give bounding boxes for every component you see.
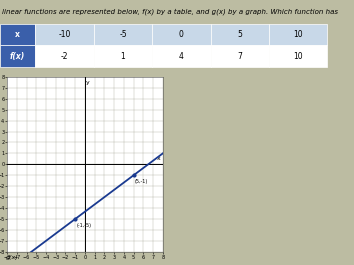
Text: x: x	[15, 30, 20, 39]
Text: 0: 0	[179, 30, 184, 39]
Text: 5: 5	[238, 30, 242, 39]
Bar	[94, 24, 152, 45]
Bar	[152, 45, 211, 67]
Text: -2: -2	[61, 52, 68, 60]
Bar	[35, 45, 94, 67]
Bar	[211, 24, 269, 45]
Text: -10: -10	[58, 30, 71, 39]
Bar	[35, 24, 94, 45]
Bar	[0, 24, 35, 45]
Bar	[0, 45, 35, 67]
Bar	[211, 45, 269, 67]
Bar	[269, 24, 327, 45]
Text: y: y	[86, 80, 90, 85]
Text: linear functions are represented below, f(x) by a table, and g(x) by a graph. Wh: linear functions are represented below, …	[2, 9, 338, 15]
Bar	[269, 45, 327, 67]
Bar	[94, 45, 152, 67]
Text: g(x): g(x)	[5, 255, 18, 260]
Text: x: x	[157, 156, 161, 161]
Text: 10: 10	[293, 30, 303, 39]
Text: (5,-1): (5,-1)	[135, 179, 148, 184]
Text: 1: 1	[121, 52, 125, 60]
Text: -5: -5	[119, 30, 127, 39]
Bar	[152, 24, 211, 45]
Text: f(x): f(x)	[10, 52, 25, 60]
Text: 7: 7	[238, 52, 242, 60]
Text: 4: 4	[179, 52, 184, 60]
Text: (-1,-5): (-1,-5)	[76, 223, 91, 228]
Text: 10: 10	[293, 52, 303, 60]
